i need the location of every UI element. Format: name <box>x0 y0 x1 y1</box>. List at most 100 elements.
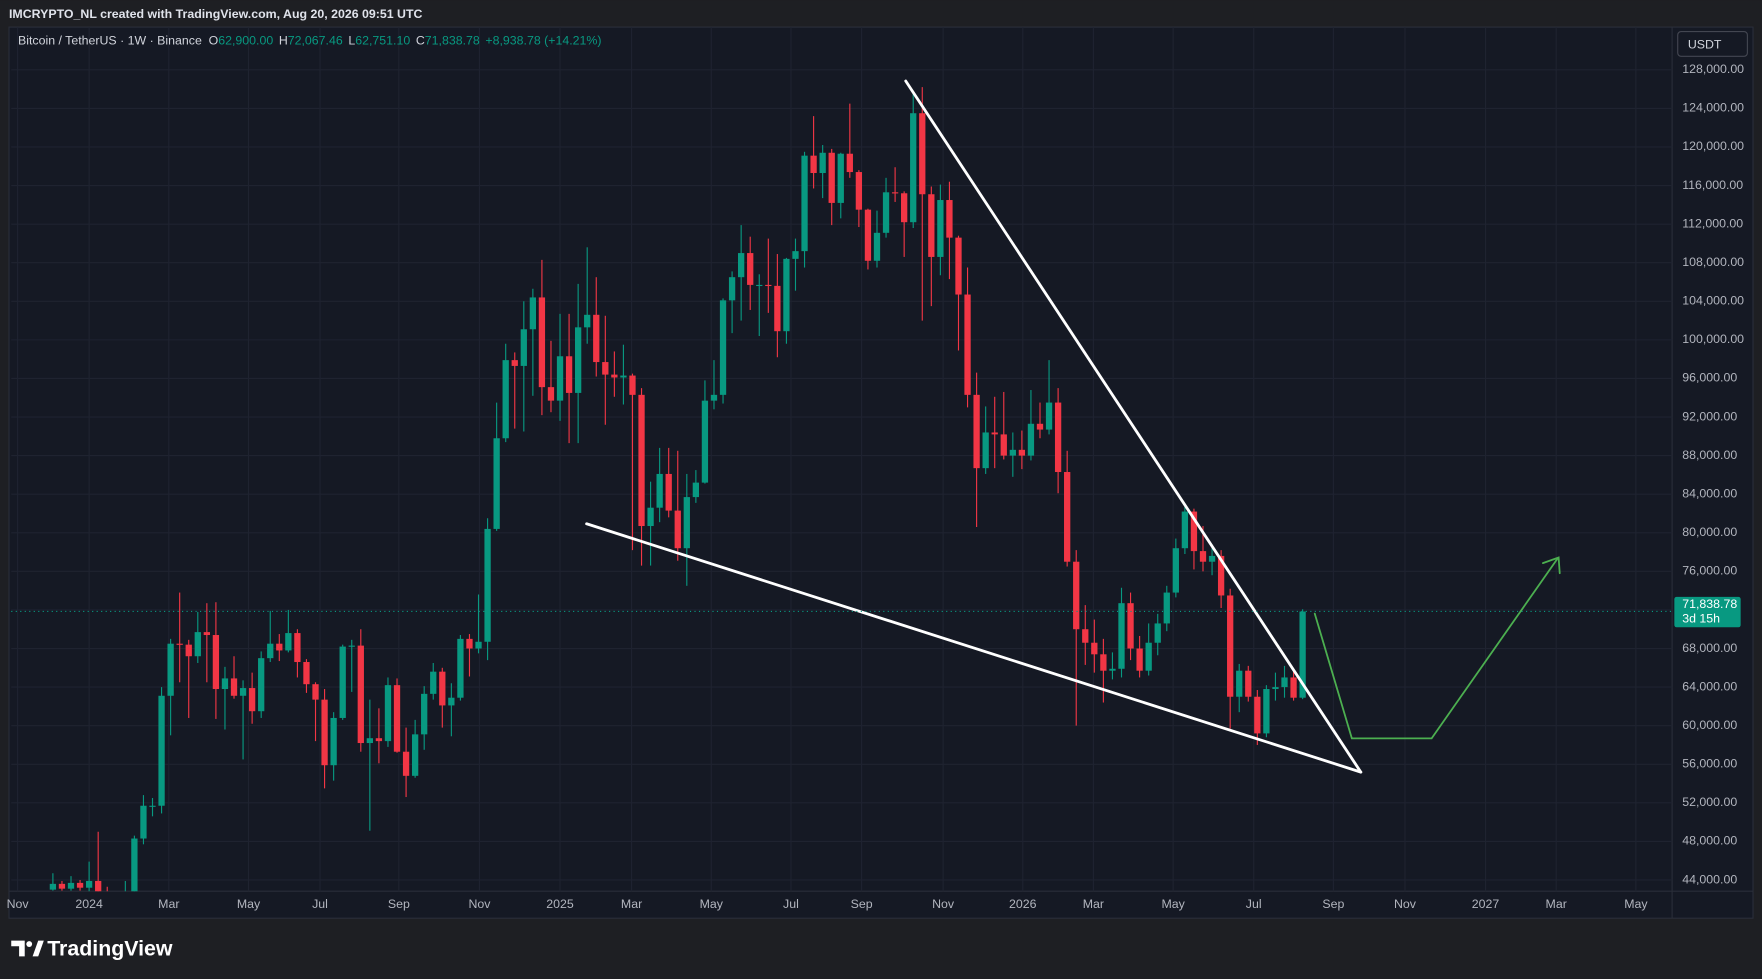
candle-body <box>1000 434 1007 456</box>
candle-body <box>1299 611 1306 698</box>
candle-body <box>1036 423 1044 430</box>
y-tick-label: 84,000.00 <box>1682 486 1737 500</box>
x-tick-label: May <box>1624 897 1648 911</box>
candle-body <box>258 658 265 712</box>
x-tick-label: 2025 <box>546 897 574 911</box>
candle-body <box>520 329 527 366</box>
candle-body <box>638 394 645 527</box>
x-tick-label: Mar <box>158 897 179 911</box>
candle-body <box>1190 511 1198 552</box>
candle-body <box>891 192 899 194</box>
candle-body <box>1236 670 1243 697</box>
ohlc-key: L <box>348 34 355 48</box>
candle-body <box>683 497 690 549</box>
y-tick-label: 68,000.00 <box>1682 641 1737 655</box>
y-tick-label: 112,000.00 <box>1682 216 1743 230</box>
currency-label[interactable]: USDT <box>1688 37 1722 51</box>
candle-body <box>1199 551 1207 562</box>
logo-mark <box>11 940 25 957</box>
candle-body <box>185 644 192 657</box>
x-tick-label: May <box>1161 897 1185 911</box>
candle-body <box>946 200 953 238</box>
legend: Bitcoin / TetherUS · 1W · Binance O62,900… <box>18 34 602 48</box>
candle-body <box>1217 555 1225 596</box>
candle-body <box>1254 696 1261 734</box>
x-tick-label: Nov <box>468 897 491 911</box>
currency-button[interactable] <box>1677 31 1748 57</box>
candle-body <box>1281 677 1288 688</box>
x-tick-label: Sep <box>851 897 873 911</box>
y-tick-label: 104,000.00 <box>1682 294 1744 308</box>
candle-body <box>430 671 437 694</box>
x-tick-label: 2024 <box>75 897 103 911</box>
y-tick-label: 120,000.00 <box>1682 139 1744 153</box>
candle-body <box>783 258 790 332</box>
candles <box>49 87 1306 892</box>
candle-body <box>303 662 310 685</box>
candle-body <box>1272 687 1279 690</box>
candle-body <box>837 153 844 203</box>
candle-body <box>620 375 627 378</box>
y-tick-label: 56,000.00 <box>1682 757 1737 771</box>
y-tick-label: 80,000.00 <box>1682 525 1737 539</box>
candle-body <box>375 738 383 742</box>
ohlc-value: 62,900.00 <box>218 34 273 48</box>
candle-body <box>1064 472 1071 562</box>
candle-body <box>1109 668 1116 671</box>
candle-body <box>719 300 727 395</box>
candle-body <box>85 880 93 888</box>
candle-body <box>584 314 591 328</box>
candle-body <box>1136 648 1143 671</box>
candle-body <box>1172 548 1179 593</box>
candle-body <box>330 717 337 766</box>
y-tick-label: 64,000.00 <box>1682 679 1737 693</box>
price-label-box <box>1674 596 1741 628</box>
y-tick-label: 88,000.00 <box>1682 448 1737 462</box>
candle-body <box>475 641 482 649</box>
trendline <box>904 79 1363 774</box>
candle-body <box>774 285 781 332</box>
ohlc-key: C <box>416 34 425 48</box>
candle-body <box>765 284 772 287</box>
ohlc-value: 72,067.46 <box>288 34 343 48</box>
candle-body <box>1073 561 1080 630</box>
candle-body <box>457 638 464 698</box>
x-tick-label: Sep <box>388 897 410 911</box>
candle-body <box>276 643 283 651</box>
candle-body <box>158 695 165 806</box>
ohlc-key: O <box>209 34 219 48</box>
candle-body <box>810 155 817 174</box>
x-tick-label: Jul <box>1246 897 1262 911</box>
candle-body <box>547 387 555 401</box>
logo-mark <box>32 940 44 957</box>
candle-body <box>846 153 853 173</box>
projection-path <box>1313 557 1559 740</box>
drawings <box>585 79 1561 774</box>
candle-body <box>1009 449 1016 456</box>
candle-body <box>448 697 455 706</box>
candle-body <box>910 113 917 223</box>
candle-body <box>1091 642 1098 655</box>
candle-body <box>294 633 301 663</box>
x-tick-label: Nov <box>1394 897 1417 911</box>
y-tick-label: 100,000.00 <box>1682 332 1744 346</box>
candle-body <box>230 678 238 696</box>
candle-body <box>1027 423 1035 456</box>
candle-body <box>1127 603 1134 649</box>
candle-body <box>692 482 700 498</box>
candle-body <box>556 356 564 401</box>
candle-body <box>58 883 66 889</box>
x-tick-label: Nov <box>932 897 955 911</box>
candle-body <box>1118 603 1125 669</box>
y-tick-label: 76,000.00 <box>1682 564 1737 578</box>
candle-body <box>239 688 247 696</box>
candle-body <box>901 193 908 223</box>
candle-body <box>828 152 835 203</box>
y-tick-label: 92,000.00 <box>1682 409 1737 423</box>
candle-body <box>67 882 75 889</box>
projection-arrowhead <box>1541 556 1561 575</box>
candle-body <box>248 688 256 712</box>
candle-body <box>928 194 935 257</box>
x-tick-label: Jul <box>783 897 799 911</box>
candle-body <box>267 643 274 659</box>
